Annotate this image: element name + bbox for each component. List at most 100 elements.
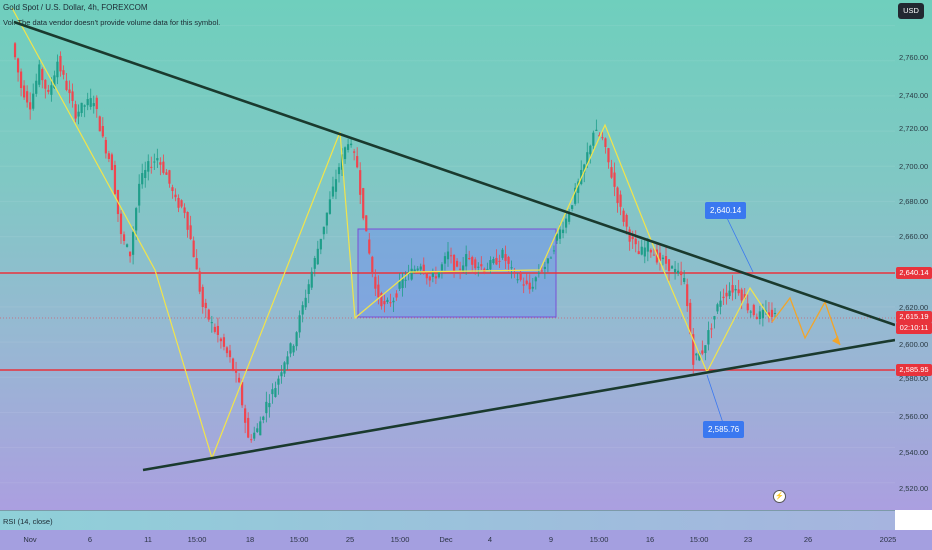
candle-body	[53, 75, 56, 89]
candle-body	[628, 229, 631, 242]
zigzag-pattern[interactable]	[11, 7, 771, 460]
candle-body	[486, 268, 489, 270]
candle-body	[216, 325, 219, 335]
candle-body	[383, 301, 386, 305]
candle-body	[277, 378, 280, 385]
current-price-badge: 2,615.19	[896, 311, 932, 323]
candle-body	[710, 328, 713, 330]
candle-body	[510, 267, 513, 269]
candle-body	[719, 300, 722, 307]
candle-body	[392, 300, 395, 303]
candle-body	[522, 284, 525, 286]
rsi-label: RSI (14, close)	[3, 517, 53, 526]
candle-body	[722, 296, 725, 298]
time-tick: 25	[345, 535, 355, 544]
candle-body	[104, 139, 107, 154]
candle-body	[377, 284, 380, 298]
candle-body	[128, 251, 132, 257]
candle-body	[331, 186, 335, 197]
candle-body	[677, 270, 680, 274]
price-tick: 2,680.00	[899, 197, 929, 206]
candle-body	[592, 132, 595, 146]
candle-body	[673, 268, 677, 273]
candle-body	[773, 312, 777, 314]
price-tick: 2,620.00	[899, 303, 929, 312]
time-tick: 2025	[879, 535, 897, 544]
time-tick: 4	[487, 535, 493, 544]
candle-body	[231, 358, 235, 370]
time-tick: 15:00	[289, 535, 309, 544]
price-chart[interactable]	[0, 0, 895, 510]
candle-body	[583, 164, 586, 173]
candle-body	[564, 218, 568, 228]
candle-body	[307, 284, 310, 294]
candle-body	[23, 85, 26, 98]
price-tick: 2,660.00	[899, 232, 929, 241]
candle-body	[613, 172, 616, 187]
candle-body	[153, 161, 156, 163]
price-axis[interactable]: 2,760.00 2,740.00 2,720.00 2,700.00 2,68…	[895, 0, 932, 510]
candle-body	[574, 187, 577, 204]
rsi-pane[interactable]: RSI (14, close)	[0, 510, 895, 531]
price-callout-lower[interactable]: 2,585.76	[703, 421, 745, 438]
time-tick: 11	[144, 535, 152, 544]
candle-body	[147, 161, 150, 172]
candle-body	[767, 312, 771, 318]
candle-body	[540, 270, 543, 272]
candle-body	[29, 102, 32, 110]
candle-body	[422, 264, 425, 274]
chart-title: Gold Spot / U.S. Dollar, 4h, FOREXCOM	[3, 3, 148, 12]
candle-body	[26, 91, 29, 103]
candle-body	[192, 240, 195, 258]
candle-body	[180, 200, 183, 207]
candle-body	[649, 249, 652, 253]
candle-body	[695, 353, 698, 356]
candle-body	[41, 69, 44, 81]
candle-body	[471, 257, 474, 265]
candle-body	[568, 212, 571, 222]
candle-body	[607, 148, 610, 163]
descending-trendline[interactable]	[13, 20, 895, 327]
candle-body	[213, 326, 216, 332]
candle-body	[577, 181, 580, 193]
candle-body	[477, 266, 480, 268]
candle-body	[319, 238, 322, 250]
time-tick: 16	[645, 535, 655, 544]
candle-body	[65, 80, 68, 90]
candle-body	[537, 272, 540, 274]
candle-body	[755, 316, 758, 320]
candle-body	[343, 147, 347, 160]
candle-body	[135, 208, 138, 231]
currency-button[interactable]: USD	[898, 3, 924, 19]
price-callout-upper[interactable]: 2,640.14	[705, 202, 747, 219]
time-axis[interactable]: Nov 6 11 15:00 18 15:00 25 15:00 Dec 4 9…	[0, 530, 932, 550]
candle-body	[561, 229, 565, 234]
candle-body	[256, 428, 259, 433]
lightning-icon[interactable]: ⚡	[773, 490, 786, 503]
candle-body	[743, 294, 746, 299]
candle-body	[32, 93, 35, 109]
candle-body	[83, 105, 86, 107]
candle-body	[274, 388, 277, 398]
candle-body	[758, 311, 761, 320]
candle-body	[419, 266, 422, 270]
candle-body	[601, 137, 604, 139]
candle-body	[62, 70, 65, 75]
ascending-trendline[interactable]	[142, 338, 895, 472]
candle-body	[250, 439, 253, 441]
candle-body	[95, 97, 98, 110]
candle-body	[271, 389, 274, 395]
projection-path[interactable]	[771, 296, 841, 346]
candle-body	[241, 381, 244, 406]
candle-body	[56, 61, 59, 78]
candle-body	[555, 233, 559, 241]
candle-body	[295, 332, 298, 347]
candle-body	[298, 315, 301, 333]
candle-body	[543, 266, 546, 269]
candle-body	[77, 111, 80, 117]
candle-body	[328, 199, 332, 214]
candle-body	[437, 271, 441, 278]
candle-body	[504, 254, 507, 261]
candle-body	[595, 129, 598, 131]
candle-body	[19, 71, 23, 89]
